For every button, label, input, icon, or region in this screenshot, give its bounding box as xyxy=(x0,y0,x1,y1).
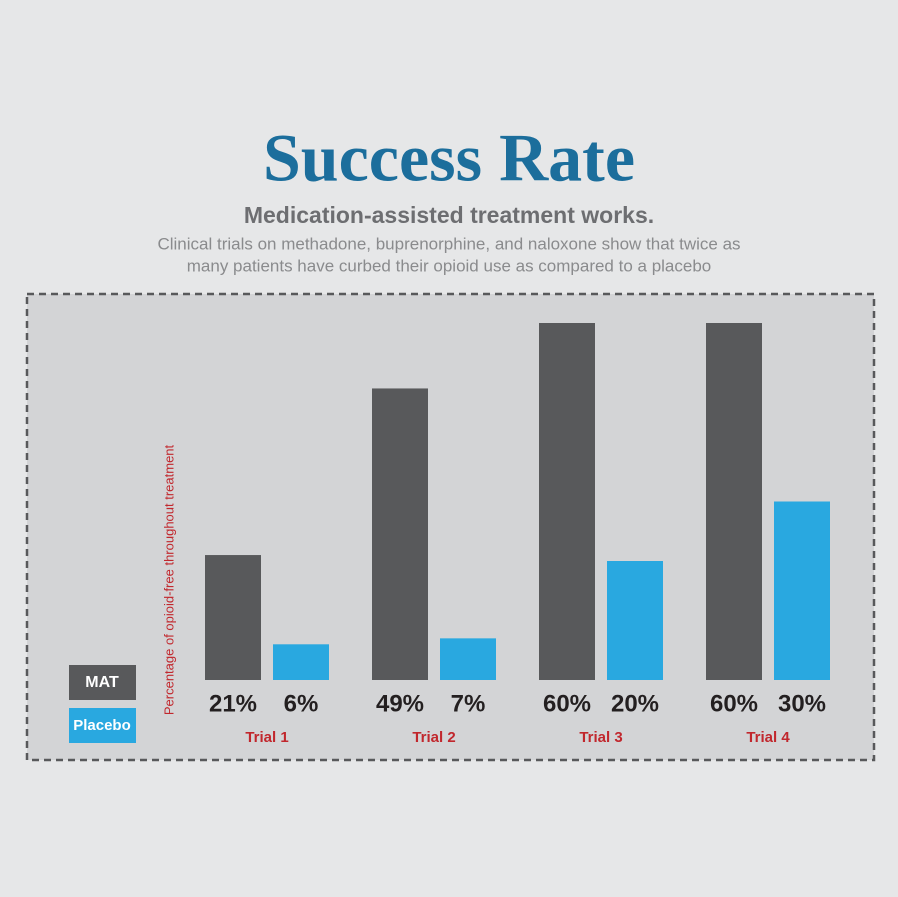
x-tick-label: Trial 1 xyxy=(245,729,288,746)
legend-label: MAT xyxy=(85,674,119,691)
y-axis-label: Percentage of opioid-free throughout tre… xyxy=(161,444,176,715)
value-label: 7% xyxy=(451,690,486,717)
bar xyxy=(607,561,663,680)
value-label: 6% xyxy=(284,690,319,717)
x-tick-label: Trial 2 xyxy=(412,729,455,746)
description-line: Clinical trials on methadone, buprenorph… xyxy=(157,234,740,253)
value-label: 60% xyxy=(710,690,758,717)
value-label: 49% xyxy=(376,690,424,717)
x-tick-label: Trial 3 xyxy=(579,729,622,746)
bar xyxy=(774,501,830,680)
bar xyxy=(539,323,595,680)
bar xyxy=(273,644,329,680)
bar xyxy=(440,638,496,680)
value-label: 30% xyxy=(778,690,826,717)
bar xyxy=(205,555,261,680)
legend-swatch xyxy=(69,708,136,743)
legend-swatch xyxy=(69,665,136,700)
value-label: 21% xyxy=(209,690,257,717)
x-tick-label: Trial 4 xyxy=(746,729,790,746)
description-line: many patients have curbed their opioid u… xyxy=(187,256,712,275)
legend-label: Placebo xyxy=(73,717,131,734)
bar xyxy=(706,323,762,680)
value-label: 60% xyxy=(543,690,591,717)
bar xyxy=(372,388,428,680)
value-label: 20% xyxy=(611,690,659,717)
chart-subtitle: Medication-assisted treatment works. xyxy=(244,202,654,228)
chart-title: Success Rate xyxy=(263,120,635,196)
